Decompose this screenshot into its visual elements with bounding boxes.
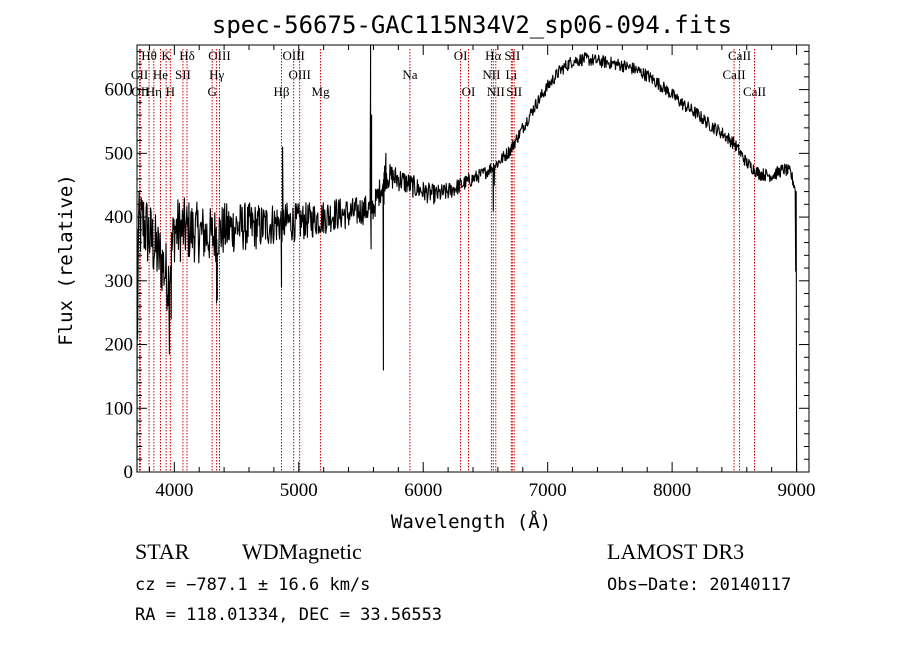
y-tick-label: 400 (105, 207, 134, 228)
x-tick-label: 5000 (280, 480, 318, 501)
y-axis-label: Flux (relative) (55, 174, 77, 346)
chart-title: spec-56675-GAC115N34V2_sp06-094.fits (212, 11, 732, 39)
x-tick-label: 9000 (778, 480, 816, 501)
object-class: STAR (135, 539, 190, 564)
x-tick-label: 7000 (529, 480, 567, 501)
emission-line-label: K (161, 48, 171, 63)
emission-line-label: CaII (728, 48, 751, 63)
emission-line-label: Na (402, 67, 417, 82)
y-tick-label: 300 (105, 271, 134, 292)
emission-line-label: Hα (485, 48, 501, 63)
x-tick-label: 8000 (653, 480, 691, 501)
obs-date: Obs−Date: 20140117 (607, 575, 791, 595)
emission-line-label: CII (131, 67, 148, 82)
y-tick-label: 500 (105, 143, 134, 164)
y-axis: 0 100 200 300 400 500 600 (105, 50, 809, 483)
y-tick-label: 200 (105, 335, 134, 356)
survey-name: LAMOST DR3 (607, 539, 744, 564)
emission-line-label: Hγ (209, 67, 224, 82)
x-tick-label: 4000 (155, 480, 193, 501)
emission-line-label: OI (462, 84, 476, 99)
x-axis: 4000 5000 6000 7000 8000 9000 (148, 45, 816, 501)
emission-line-label: SII (504, 48, 520, 63)
emission-line-label: H (166, 84, 175, 99)
ra-dec: RA = 118.01334, DEC = 33.56553 (135, 605, 442, 625)
emission-line-label: OIII (282, 48, 304, 63)
x-tick-label: 6000 (404, 480, 442, 501)
plot-area (136, 44, 810, 473)
emission-line-label: NII (482, 67, 500, 82)
emission-line-label: He (153, 67, 168, 82)
emission-line-label: G (207, 84, 216, 99)
emission-line-label: OIII (288, 67, 310, 82)
emission-line-label: Mg (312, 84, 331, 99)
emission-line-label: CaII (723, 67, 746, 82)
emission-line-label: Hθ (141, 48, 157, 63)
spectrum-line (136, 44, 798, 473)
emission-line-label: Hδ (179, 48, 195, 63)
x-axis-label: Wavelength (Å) (391, 510, 551, 533)
y-tick-label: 0 (124, 462, 134, 483)
emission-line-label: OI (454, 48, 468, 63)
emission-line-label: Li (506, 67, 518, 82)
redshift-cz: cz = −787.1 ± 16.6 km/s (135, 575, 370, 595)
y-tick-label: 600 (105, 80, 134, 101)
emission-line-label: NII (487, 84, 505, 99)
emission-line-label: Hη (146, 84, 162, 99)
emission-line-label: CaII (743, 84, 766, 99)
emission-line-label: Hβ (273, 84, 289, 99)
emission-line-label: OII (131, 84, 149, 99)
y-tick-label: 100 (105, 398, 134, 419)
object-subclass: WDMagnetic (242, 539, 362, 564)
emission-line-label: OIII (208, 48, 230, 63)
emission-line-label: SII (506, 84, 522, 99)
emission-line-label: SII (175, 67, 191, 82)
